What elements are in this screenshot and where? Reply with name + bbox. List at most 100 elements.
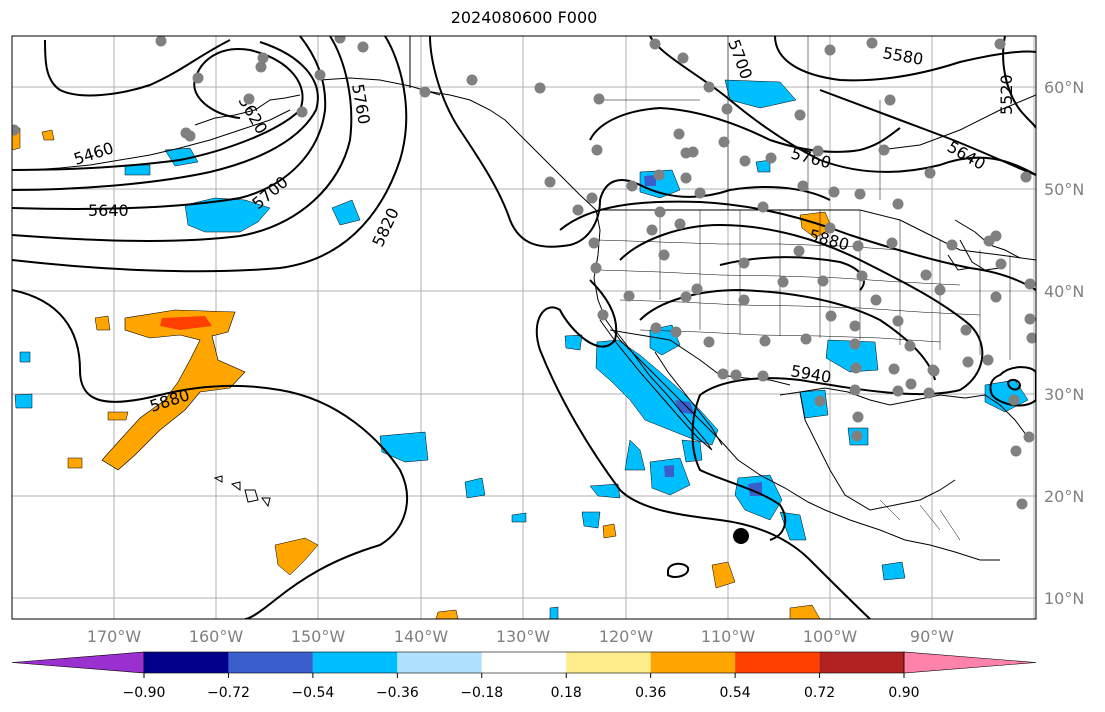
negative-shading: [724, 79, 797, 109]
negative-shading: [464, 477, 486, 499]
contour-line: [649, 36, 1036, 176]
station-dot: [703, 81, 715, 93]
station-dot: [717, 368, 729, 380]
negative-shading: [379, 431, 429, 463]
station-dot: [888, 363, 900, 375]
station-dot: [892, 198, 904, 210]
station-dot: [870, 294, 882, 306]
coastline: [319, 77, 441, 96]
station-dot: [721, 103, 733, 115]
negative-shading: [734, 474, 783, 521]
colorbar-segment: [312, 652, 398, 673]
station-dot: [884, 94, 896, 106]
coastline: [779, 387, 1031, 441]
contour-line: [774, 36, 1036, 82]
contour-line: [12, 36, 353, 242]
coastlines: [29, 36, 1036, 561]
negative-shading-strong: [664, 465, 674, 477]
station-dot: [920, 269, 932, 281]
contour-line: [667, 562, 690, 578]
station-dot: [905, 378, 917, 390]
station-dot: [586, 192, 598, 204]
colorbar-arrow-low: [11, 651, 145, 674]
station-dot: [677, 52, 689, 64]
positive-shading: [67, 457, 83, 469]
station-dot: [814, 395, 826, 407]
station-dot: [923, 387, 935, 399]
negative-shading: [184, 197, 271, 233]
longitude-labels: 170°W 160°W 150°W 140°W 130°W 120°W 110°…: [87, 627, 954, 646]
colorbar-segment: [735, 652, 820, 673]
map-title: 2024080600 F000: [450, 8, 598, 27]
station-dot: [534, 82, 546, 94]
station-dot: [994, 38, 1006, 50]
negative-shading: [624, 439, 646, 471]
station-dot: [680, 291, 692, 303]
station-dot: [982, 354, 994, 366]
station-dot: [990, 291, 1002, 303]
station-dot: [849, 338, 861, 350]
station-dot: [886, 237, 898, 249]
positive-shading: [435, 609, 459, 619]
station-dot: [765, 152, 777, 164]
station-dot: [593, 93, 605, 105]
station-dot: [962, 356, 974, 368]
colorbar-tick-label: −0.18: [460, 685, 503, 701]
lon-label: 130°W: [496, 627, 551, 646]
colorbar-frame: [143, 651, 905, 674]
negative-shading: [681, 439, 703, 463]
station-dot: [544, 176, 556, 188]
station-dot: [1026, 332, 1036, 344]
station-dot: [1010, 445, 1022, 457]
negative-shading: [779, 511, 807, 541]
latitude-labels: 60°N 50°N 40°N 30°N 20°N 10°N: [1044, 78, 1084, 608]
station-dot: [646, 224, 658, 236]
contour-label: 5520: [997, 74, 1016, 115]
contour-line: [619, 223, 984, 541]
station-dot: [466, 74, 478, 86]
station-dot: [793, 245, 805, 257]
station-dot: [892, 385, 904, 397]
negative-shading: [331, 199, 361, 226]
positive-shading: [94, 315, 111, 331]
station-dot: [878, 144, 890, 156]
contour-label: 5640: [88, 201, 129, 220]
coastline: [29, 109, 291, 171]
positive-shading: [799, 211, 833, 239]
positive-shading: [711, 561, 736, 589]
station-dot: [1020, 171, 1032, 183]
coastline: [799, 391, 956, 511]
station-dot: [856, 270, 868, 282]
contour-line: [1006, 378, 1022, 391]
colorbar-tick-label: −0.54: [291, 685, 334, 701]
station-dot: [591, 144, 603, 156]
station-dot: [817, 275, 829, 287]
colorbar-segment: [397, 652, 482, 673]
negative-shading: [19, 351, 31, 363]
negative-shading: [589, 483, 621, 499]
lat-label: 10°N: [1044, 589, 1084, 608]
negative-shading: [564, 334, 583, 351]
station-dot: [824, 222, 836, 234]
positive-shading: [160, 316, 212, 330]
contour-line: [819, 89, 1036, 176]
station-dot: [674, 218, 686, 230]
station-dot: [800, 333, 812, 345]
negative-shading-strong: [675, 400, 695, 415]
station-dot: [794, 109, 806, 121]
colorbar-tick-label: 0.72: [804, 685, 835, 701]
station-dot: [892, 315, 904, 327]
station-dot: [738, 294, 750, 306]
negative-shading: [14, 393, 33, 409]
contour-line: [12, 289, 409, 619]
station-dot: [850, 362, 862, 374]
station-dot: [658, 249, 670, 261]
station-dot: [797, 180, 809, 192]
station-dot: [852, 240, 864, 252]
lat-label: 50°N: [1044, 180, 1084, 199]
station-dot: [718, 136, 730, 148]
station-dot: [866, 37, 878, 49]
station-dot: [243, 93, 255, 105]
negative-shading: [825, 339, 879, 373]
